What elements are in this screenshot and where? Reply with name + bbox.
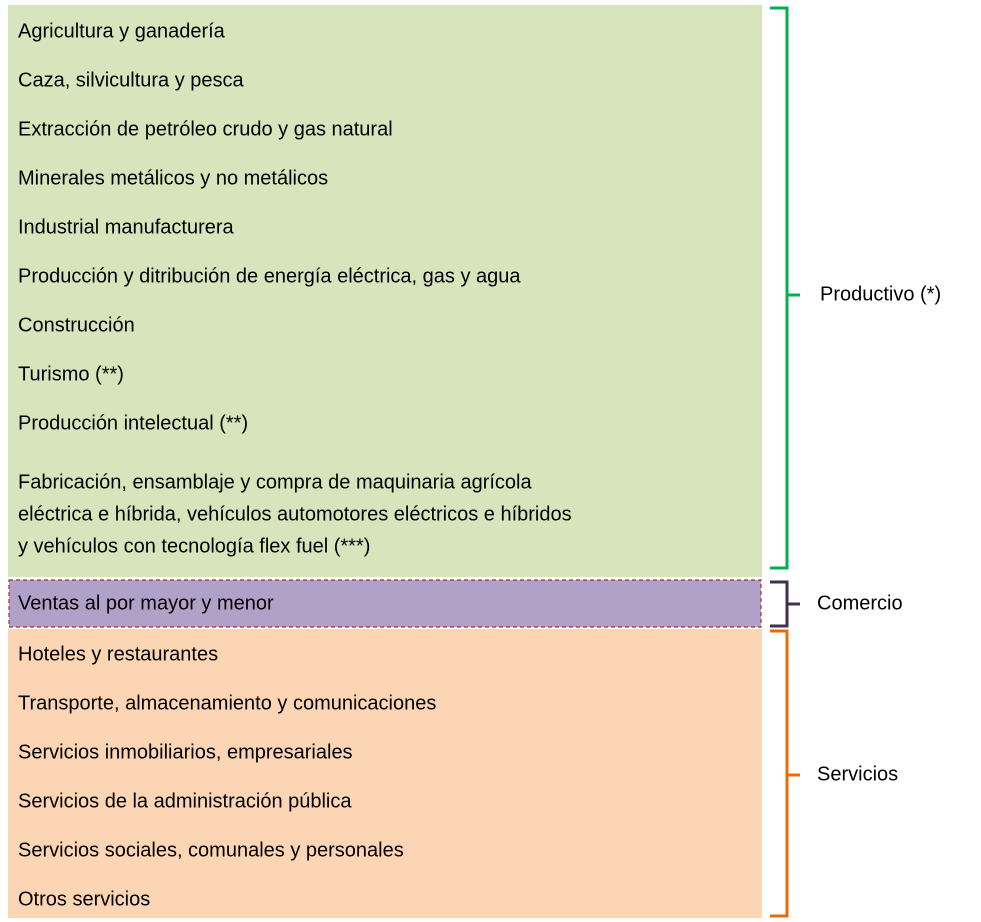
productivo-box xyxy=(8,5,762,577)
sector-item: Fabricación, ensamblaje y compra de maqu… xyxy=(18,471,532,493)
sector-item: Producción intelectual (**) xyxy=(18,412,248,434)
sector-item: Agricultura y ganadería xyxy=(18,20,226,42)
sector-item: Ventas al por mayor y menor xyxy=(18,592,274,614)
sector-item: Industrial manufacturera xyxy=(18,216,235,238)
sector-item: eléctrica e híbrida, vehículos automotor… xyxy=(18,503,572,525)
comercio-box xyxy=(8,579,762,628)
sector-item: Minerales metálicos y no metálicos xyxy=(18,167,328,189)
sector-item: Extracción de petróleo crudo y gas natur… xyxy=(18,118,393,140)
sector-item: Transporte, almacenamiento y comunicacio… xyxy=(18,692,436,714)
servicios-box xyxy=(8,629,762,918)
sector-item: Construcción xyxy=(18,314,135,336)
sector-item: Producción y ditribución de energía eléc… xyxy=(18,265,521,287)
productivo-bracket xyxy=(770,6,800,570)
comercio-bracket xyxy=(770,580,800,628)
group-label: Productivo (*) xyxy=(820,283,941,305)
sector-item: y vehículos con tecnología flex fuel (**… xyxy=(18,535,370,557)
sector-item: Servicios sociales, comunales y personal… xyxy=(18,839,404,861)
sector-item: Hoteles y restaurantes xyxy=(18,643,218,665)
sector-item: Servicios inmobiliarios, empresariales xyxy=(18,741,353,763)
servicios-bracket xyxy=(770,629,800,918)
group-label: Servicios xyxy=(817,763,898,785)
sector-item: Servicios de la administración pública xyxy=(18,790,352,812)
sector-item: Turismo (**) xyxy=(18,363,124,385)
sector-item: Otros servicios xyxy=(18,888,150,910)
sector-item: Caza, silvicultura y pesca xyxy=(18,69,245,91)
group-label: Comercio xyxy=(817,592,903,614)
